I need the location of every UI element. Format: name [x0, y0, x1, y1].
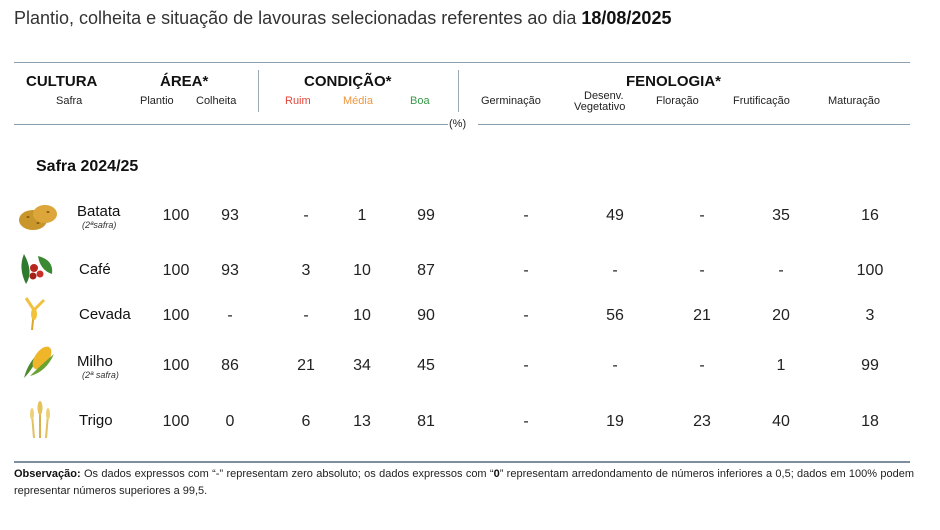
cell-desenv: 19 [606, 413, 624, 430]
header-divider-area [258, 70, 259, 112]
cell-media: 13 [353, 413, 371, 430]
section-title: Safra 2024/25 [36, 158, 139, 175]
cell-media: 10 [353, 262, 371, 279]
header-germinacao: Germinação [481, 95, 541, 107]
header-fenologia: FENOLOGIA* [626, 73, 722, 90]
header-boa: Boa [410, 95, 430, 107]
cell-colheita: 86 [221, 357, 239, 374]
cell-ruim: - [303, 207, 309, 224]
cell-boa: 81 [417, 413, 435, 430]
header-condicao: CONDIÇÃO* [304, 73, 392, 90]
cell-floracao: - [699, 357, 705, 374]
cell-ruim: 6 [301, 413, 311, 430]
cell-colheita: - [227, 307, 233, 324]
coffee-icon [21, 254, 53, 284]
cell-floracao: 21 [693, 307, 711, 324]
crop-name: Trigo [79, 412, 113, 429]
cell-maturacao: 18 [861, 413, 879, 430]
crop-name: Batata [77, 203, 121, 220]
crop-name: Cevada [79, 306, 131, 323]
cell-plantio: 100 [162, 307, 190, 324]
header-maturacao: Maturação [828, 95, 880, 107]
header-frutificacao: Frutificação [733, 95, 790, 107]
cell-boa: 45 [417, 357, 435, 374]
cell-germinacao: - [523, 307, 529, 324]
cell-maturacao: 16 [861, 207, 879, 224]
crop-safra: (2ª safra) [82, 370, 119, 380]
cell-floracao: 23 [693, 413, 711, 430]
cell-maturacao: 3 [865, 307, 875, 324]
header-colheita: Colheita [196, 95, 237, 107]
header-media: Média [343, 95, 373, 107]
header-desenv-line2: Vegetativo [574, 101, 626, 113]
cell-frutificacao: 40 [772, 413, 790, 430]
cell-ruim: 21 [297, 357, 315, 374]
wheat-icon [30, 401, 50, 439]
observation-label: Observação: [14, 468, 81, 480]
crop-safra: (2ªsafra) [82, 220, 117, 230]
cell-frutificacao: - [778, 262, 784, 279]
unit-label: (%) [449, 118, 467, 130]
cell-colheita: 0 [225, 413, 235, 430]
cell-ruim: - [303, 307, 309, 324]
cell-boa: 87 [417, 262, 435, 279]
cell-media: 10 [353, 307, 371, 324]
cell-plantio: 100 [162, 413, 190, 430]
header-unit-rule-left [14, 124, 448, 125]
cell-frutificacao: 20 [772, 307, 790, 324]
header-plantio: Plantio [140, 95, 174, 107]
cell-maturacao: 100 [856, 262, 884, 279]
cell-media: 34 [353, 357, 371, 374]
cell-desenv: 49 [606, 207, 624, 224]
header-ruim: Ruim [285, 95, 311, 107]
crop-name: Milho [77, 353, 113, 370]
table-bottom-rule [14, 461, 910, 463]
corn-icon [24, 346, 54, 378]
cell-germinacao: - [523, 207, 529, 224]
observation-note: Observação: Os dados expressos com “-” r… [14, 468, 915, 497]
cell-desenv: - [612, 357, 618, 374]
cell-media: 1 [357, 207, 367, 224]
cell-maturacao: 99 [861, 357, 879, 374]
table-top-rule [14, 62, 910, 63]
crop-name: Café [79, 261, 111, 278]
cell-germinacao: - [523, 413, 529, 430]
cell-floracao: - [699, 207, 705, 224]
cell-floracao: - [699, 262, 705, 279]
title-date: 18/08/2025 [581, 8, 672, 28]
cell-frutificacao: 35 [772, 207, 790, 224]
cell-plantio: 100 [162, 207, 190, 224]
cell-boa: 90 [417, 307, 435, 324]
cell-boa: 99 [417, 207, 435, 224]
page-title: Plantio, colheita e situação de lavouras… [14, 8, 672, 28]
cell-ruim: 3 [301, 262, 311, 279]
header-area: ÁREA* [160, 73, 209, 90]
header-unit-rule-right [478, 124, 910, 125]
header-desenv-line1: Desenv. [584, 90, 624, 102]
header-divider-condicao [458, 70, 459, 112]
potato-icon [19, 205, 57, 230]
cell-colheita: 93 [221, 262, 239, 279]
cell-germinacao: - [523, 262, 529, 279]
cell-colheita: 93 [221, 207, 239, 224]
cell-plantio: 100 [162, 357, 190, 374]
cell-germinacao: - [523, 357, 529, 374]
cell-plantio: 100 [162, 262, 190, 279]
header-safra: Safra [56, 95, 83, 107]
barley-icon [24, 297, 46, 331]
header-floracao: Floração [656, 95, 699, 107]
cell-desenv: - [612, 262, 618, 279]
header-cultura: CULTURA [26, 73, 98, 90]
cell-frutificacao: 1 [776, 357, 786, 374]
cell-desenv: 56 [606, 307, 624, 324]
